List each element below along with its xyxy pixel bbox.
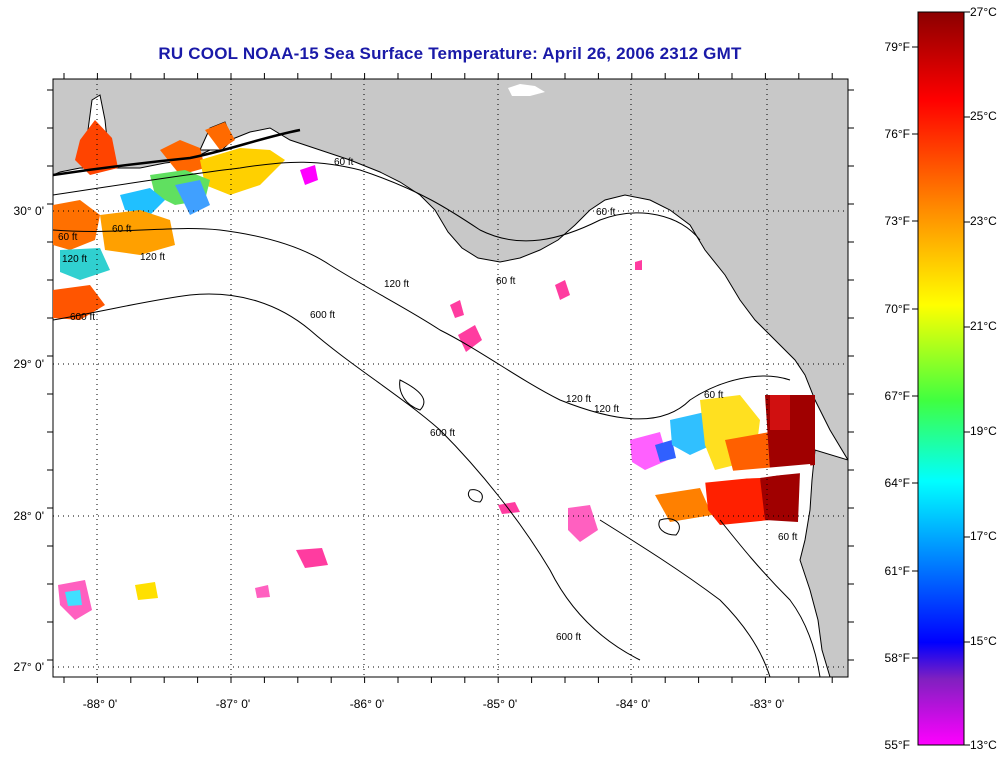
inland-water bbox=[508, 84, 545, 96]
longitude-labels: -88° 0' -87° 0' -86° 0' -85° 0' -84° 0' … bbox=[83, 697, 784, 711]
coastline bbox=[53, 128, 301, 177]
longitude-label: -84° 0' bbox=[616, 697, 650, 711]
colorbar-celsius-labels: 27°C 25°C 23°C 21°C 19°C 17°C 15°C 13°C bbox=[970, 5, 997, 752]
axis-ticks bbox=[47, 73, 854, 683]
longitude-label: -85° 0' bbox=[483, 697, 517, 711]
fahrenheit-label: 70°F bbox=[885, 302, 910, 316]
contour-label: 120 ft bbox=[384, 279, 409, 290]
celsius-label: 19°C bbox=[970, 424, 997, 438]
fahrenheit-label: 61°F bbox=[885, 564, 910, 578]
longitude-label: -86° 0' bbox=[350, 697, 384, 711]
fahrenheit-label: 73°F bbox=[885, 214, 910, 228]
contour-label: 60 ft bbox=[334, 157, 354, 168]
sst-swath-northwest bbox=[53, 120, 318, 320]
contour-label: 60 ft bbox=[496, 276, 516, 287]
latitude-label: 29° 0' bbox=[14, 357, 44, 371]
contour-label: 60 ft bbox=[778, 532, 798, 543]
celsius-label: 27°C bbox=[970, 5, 997, 19]
celsius-label: 15°C bbox=[970, 634, 997, 648]
contour-label: 120 ft bbox=[566, 394, 591, 405]
contour-label: 600 ft bbox=[70, 312, 95, 323]
florida-peninsula bbox=[799, 449, 848, 677]
fahrenheit-label: 64°F bbox=[885, 476, 910, 490]
bathymetry-contours bbox=[53, 161, 821, 677]
sst-patches-central bbox=[58, 260, 642, 620]
contour-label: 120 ft bbox=[140, 252, 165, 263]
celsius-label: 21°C bbox=[970, 319, 997, 333]
sst-swath-east bbox=[630, 395, 815, 525]
contour-label: 120 ft bbox=[594, 404, 619, 415]
celsius-label: 23°C bbox=[970, 214, 997, 228]
celsius-label: 17°C bbox=[970, 529, 997, 543]
fahrenheit-label: 55°F bbox=[885, 738, 910, 752]
contour-label: 600 ft bbox=[310, 310, 335, 321]
longitude-label: -88° 0' bbox=[83, 697, 117, 711]
contour-label: 600 ft bbox=[430, 428, 455, 439]
colorbar bbox=[917, 11, 965, 746]
contour-label: 600 ft bbox=[556, 632, 581, 643]
fahrenheit-label: 76°F bbox=[885, 127, 910, 141]
colorbar-fahrenheit-labels: 79°F 76°F 73°F 70°F 67°F 64°F 61°F 58°F … bbox=[885, 40, 910, 752]
longitude-label: -83° 0' bbox=[750, 697, 784, 711]
celsius-label: 25°C bbox=[970, 109, 997, 123]
contour-label: 60 ft bbox=[112, 224, 132, 235]
celsius-label: 13°C bbox=[970, 738, 997, 752]
map-title: RU COOL NOAA-15 Sea Surface Temperature:… bbox=[158, 44, 742, 63]
colorbar-ticks bbox=[912, 11, 970, 746]
contour-label: 60 ft bbox=[58, 232, 78, 243]
latitude-label: 30° 0' bbox=[14, 204, 44, 218]
latitude-label: 27° 0' bbox=[14, 660, 44, 674]
fahrenheit-label: 58°F bbox=[885, 651, 910, 665]
contour-label: 120 ft bbox=[62, 254, 87, 265]
contour-label: 60 ft bbox=[596, 207, 616, 218]
longitude-label: -87° 0' bbox=[216, 697, 250, 711]
latitude-labels: 30° 0' 29° 0' 28° 0' 27° 0' bbox=[14, 204, 44, 674]
latitude-label: 28° 0' bbox=[14, 509, 44, 523]
fahrenheit-label: 67°F bbox=[885, 389, 910, 403]
fahrenheit-label: 79°F bbox=[885, 40, 910, 54]
contour-labels: 60 ft 60 ft 60 ft 120 ft 600 ft 120 ft 6… bbox=[58, 157, 798, 643]
contour-label: 60 ft bbox=[704, 390, 724, 401]
